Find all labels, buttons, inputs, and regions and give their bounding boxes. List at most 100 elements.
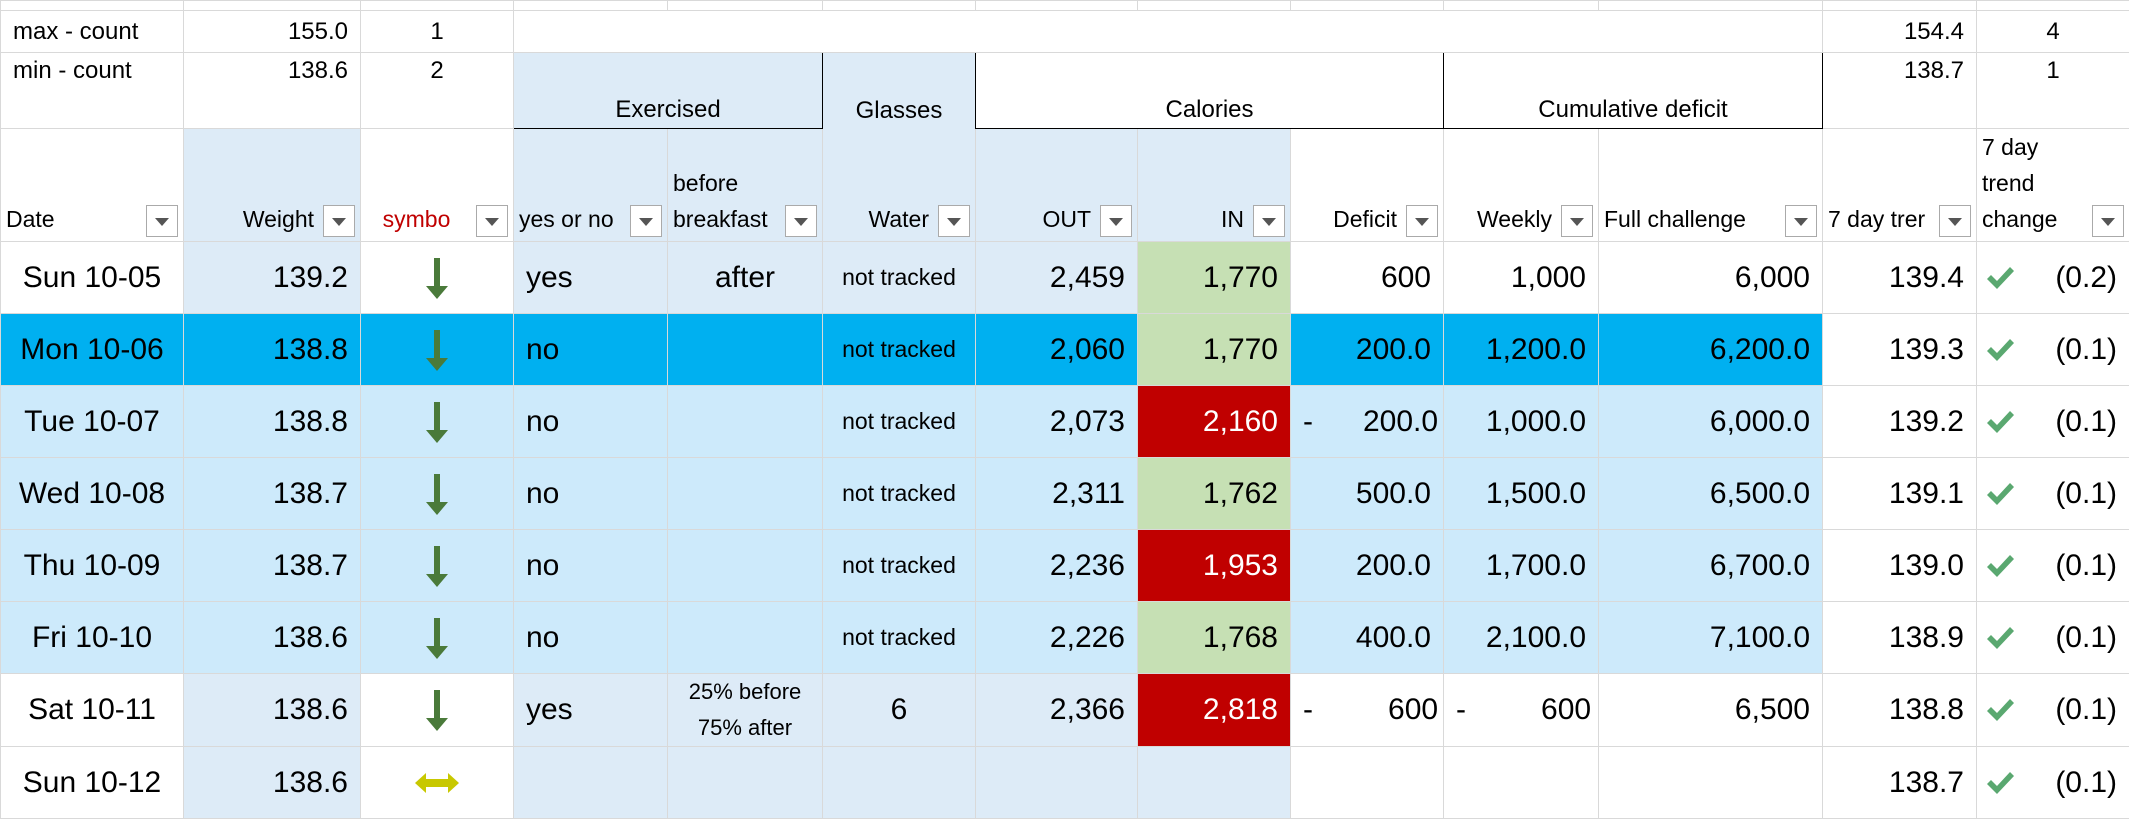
trend-change: (0.1) [1977,530,2129,602]
trend: 139.1 [1823,458,1977,530]
filter-button[interactable] [323,205,355,237]
column-header: OUT [976,129,1138,242]
cell [1977,1,2129,11]
exercised: no [514,530,668,602]
filter-button[interactable] [1253,205,1285,237]
water: not tracked [823,530,976,602]
summary-count: 1 [1977,53,2129,129]
summary-value: 138.7 [1823,53,1977,129]
header-text: 7 day trend change [1982,129,2083,237]
filter-button[interactable] [2092,205,2124,237]
header-text: Full challenge [1604,201,1776,237]
row [1,1,2129,11]
cell [823,1,976,11]
calories-in: 1,770 [1138,314,1291,386]
group-header: Calories [976,53,1444,129]
cell [184,1,361,11]
header-text: IN [1143,201,1244,237]
header-text: Date [6,201,137,237]
column-header: 7 day trer [1823,129,1977,242]
header-text: symbo [366,201,467,237]
filter-button[interactable] [1100,205,1132,237]
header-text: Deficit [1296,201,1397,237]
column-header: Date [1,129,184,242]
calories-in: 2,160 [1138,386,1291,458]
water: not tracked [823,602,976,674]
weekly: 1,200.0 [1444,314,1599,386]
trend: 138.7 [1823,747,1977,819]
weekly: 1,000 [1444,242,1599,314]
exercised: no [514,458,668,530]
before-breakfast [668,458,823,530]
summary-label: max - count [1,11,184,53]
deficit: 500.0 [1291,458,1444,530]
group-header: Glasses [823,53,976,129]
full-challenge: 6,500 [1599,674,1823,747]
symbol [361,314,514,386]
header-text: OUT [981,201,1091,237]
filter-button[interactable] [1561,205,1593,237]
header-text: yes or no [519,201,621,237]
weekly [1444,747,1599,819]
filter-button[interactable] [1939,205,1971,237]
header-text: before breakfast [673,165,776,237]
filter-button[interactable] [476,205,508,237]
water: 6 [823,674,976,747]
filter-button[interactable] [785,205,817,237]
cell [514,1,668,11]
deficit: - 200.0 [1291,386,1444,458]
summary-label: min - count [1,53,184,129]
calories-out [976,747,1138,819]
exercised: no [514,314,668,386]
summary-count: 1 [361,11,514,53]
weight: 138.6 [184,747,361,819]
date: Sat 10-11 [1,674,184,747]
filter-button[interactable] [1406,205,1438,237]
header-text: Weekly [1449,201,1552,237]
header-text: Water [828,201,929,237]
date: Mon 10-06 [1,314,184,386]
before-breakfast [668,530,823,602]
exercised: yes [514,674,668,747]
full-challenge: 6,200.0 [1599,314,1823,386]
deficit: 200.0 [1291,530,1444,602]
filter-button[interactable] [630,205,662,237]
calories-in: 1,770 [1138,242,1291,314]
weekly: 1,000.0 [1444,386,1599,458]
calories-out: 2,366 [976,674,1138,747]
symbol [361,747,514,819]
water: not tracked [823,314,976,386]
weight: 138.6 [184,602,361,674]
exercised: no [514,386,668,458]
filter-button[interactable] [1785,205,1817,237]
filter-button[interactable] [146,205,178,237]
column-header: symbo [361,129,514,242]
symbol [361,530,514,602]
date: Fri 10-10 [1,602,184,674]
deficit: 400.0 [1291,602,1444,674]
before-breakfast [668,602,823,674]
calories-in: 2,818 [1138,674,1291,747]
summary-count: 4 [1977,11,2129,53]
calories-in [1138,747,1291,819]
deficit: - 600 [1291,674,1444,747]
before-breakfast [668,314,823,386]
date: Thu 10-09 [1,530,184,602]
filter-button[interactable] [938,205,970,237]
deficit [1291,747,1444,819]
trend: 139.2 [1823,386,1977,458]
calories-in: 1,768 [1138,602,1291,674]
date: Sun 10-05 [1,242,184,314]
weekly: 2,100.0 [1444,602,1599,674]
cell [361,1,514,11]
deficit: 200.0 [1291,314,1444,386]
trend-change: (0.1) [1977,602,2129,674]
group-header: Exercised [514,53,823,129]
